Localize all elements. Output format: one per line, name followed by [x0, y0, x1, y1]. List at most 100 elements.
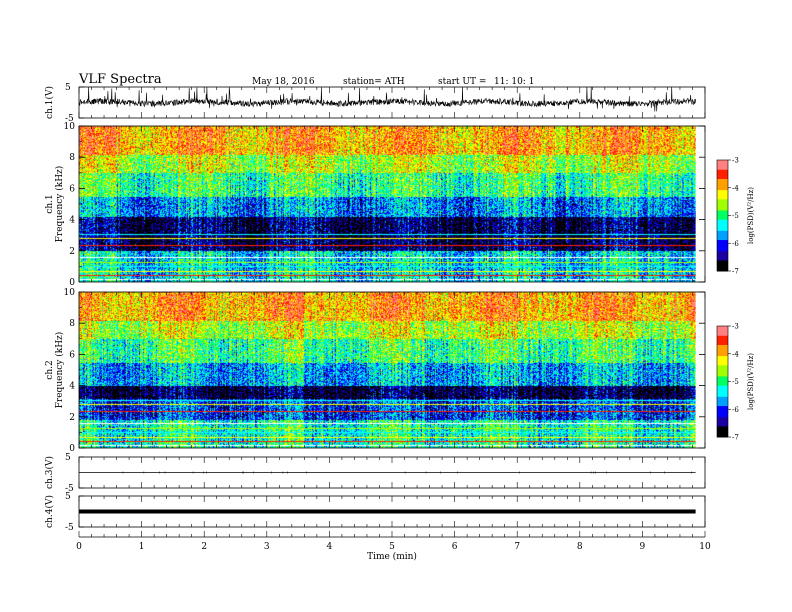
y-tick-label: 5: [65, 492, 71, 502]
colorbar-cell: [717, 387, 728, 390]
colorbar-cell: [717, 248, 728, 252]
colorbar-cell: [717, 191, 728, 194]
colorbar-cell: [717, 407, 728, 410]
colorbar-cell: [717, 398, 728, 401]
colorbar-cell: [717, 375, 728, 379]
colorbar-cell: [717, 185, 728, 189]
colorbar-cell: [717, 340, 728, 344]
channel-label: ch.1: [45, 194, 55, 213]
colorbar-cell: [717, 435, 728, 438]
channel-label: ch.2: [45, 360, 55, 379]
colorbar-label: log(PSD)(V²/Hz): [747, 353, 755, 410]
colorbar-cell: [717, 202, 728, 205]
y-tick-label: 10: [64, 122, 76, 132]
colorbar-cell: [717, 269, 728, 272]
colorbar-cell: [717, 377, 728, 381]
waveform-layer: [78, 86, 696, 514]
y-tick-label: 6: [69, 350, 75, 360]
colorbar-cell: [717, 263, 728, 266]
time-tick-label: 8: [577, 542, 583, 552]
colorbar-cell: [717, 261, 728, 265]
frequency-axis-label: Frequency (kHz): [54, 166, 65, 243]
colorbar-cell: [717, 368, 728, 371]
colorbar-cell: [717, 208, 728, 211]
colorbar-cell: [717, 187, 728, 191]
y-tick-label: 0: [69, 278, 75, 288]
colorbar-cell: [717, 425, 728, 429]
y-tick-label: -5: [65, 484, 74, 494]
colorbar-cell: [717, 400, 728, 403]
colorbar-tick-label: -6: [732, 406, 739, 414]
colorbar-cell: [717, 427, 728, 431]
colorbar-cell: [717, 429, 728, 432]
colorbar-cell: [717, 385, 728, 388]
colorbar-cell: [717, 331, 728, 334]
colorbar-cell: [717, 219, 728, 222]
colorbar-cell: [717, 161, 728, 165]
colorbar-cell: [717, 217, 728, 220]
colorbar-cell: [717, 405, 728, 408]
colorbar-cell: [717, 333, 728, 336]
y-tick-label: 8: [69, 319, 75, 329]
colorbar-cell: [717, 412, 728, 416]
colorbar-cell: [717, 348, 728, 351]
colorbar-cell: [717, 171, 728, 174]
colorbar-cell: [717, 342, 728, 345]
colorbar-cell: [717, 221, 728, 224]
spectrogram-ch2: [79, 292, 696, 448]
colorbar-label: log(PSD)(V²/Hz): [747, 187, 755, 244]
y-tick-label: 6: [69, 184, 75, 194]
colorbar-cell: [717, 433, 728, 436]
colorbar-cell: [717, 401, 728, 405]
colorbar-cell: [717, 252, 728, 255]
colorbar-cell: [717, 224, 728, 228]
colorbar-cell: [717, 189, 728, 192]
y-tick-label: 8: [69, 153, 75, 163]
colorbar-cell: [717, 363, 728, 366]
time-axis-label: Time (min): [367, 551, 417, 562]
y-tick-label: 5: [65, 453, 71, 463]
colorbar-cell: [717, 250, 728, 253]
colorbar-cell: [717, 193, 728, 196]
colorbar-cell: [717, 337, 728, 340]
colorbar-tick-label: -4: [732, 350, 739, 358]
colorbar-cell: [717, 228, 728, 231]
colorbar-cell: [717, 204, 728, 207]
colorbar-cell: [717, 353, 728, 357]
colorbar-cell: [717, 243, 728, 246]
colorbar-cell: [717, 344, 728, 347]
colorbar-cell: [717, 254, 728, 257]
colorbar-cell: [717, 411, 728, 414]
y-tick-label: -5: [65, 523, 74, 533]
colorbar-tick-label: -3: [732, 323, 739, 331]
colorbar-cell: [717, 184, 728, 187]
colorbar-cell: [717, 234, 728, 237]
colorbar-cell: [717, 388, 728, 392]
colorbar-cell: [717, 200, 728, 204]
colorbar-cell: [717, 394, 728, 397]
colorbar-cell: [717, 351, 728, 355]
colorbar-cell: [717, 163, 728, 167]
colorbar-cell: [717, 235, 728, 239]
y-tick-label: 10: [64, 288, 76, 298]
colorbar-cell: [717, 364, 728, 368]
colorbar-cell: [717, 222, 728, 226]
colorbar-cell: [717, 326, 728, 329]
colorbar-cell: [717, 169, 728, 172]
colorbar-cell: [717, 403, 728, 407]
colorbar-cell: [717, 209, 728, 213]
colorbar-cell: [717, 180, 728, 183]
waveform-axis-label: ch.1(V): [44, 86, 55, 119]
colorbar-cell: [717, 267, 728, 270]
time-tick-label: 2: [201, 542, 207, 552]
colorbar-cell: [717, 359, 728, 362]
colorbar-tick-label: -5: [732, 212, 739, 220]
time-tick-label: 9: [640, 542, 646, 552]
colorbar-tick-label: -5: [732, 378, 739, 386]
colorbar-cell: [717, 335, 728, 338]
colorbar-cell: [717, 256, 728, 259]
frequency-axis-label: Frequency (kHz): [54, 332, 65, 409]
colorbar-cell: [717, 213, 728, 216]
time-tick-label: 10: [699, 542, 711, 552]
